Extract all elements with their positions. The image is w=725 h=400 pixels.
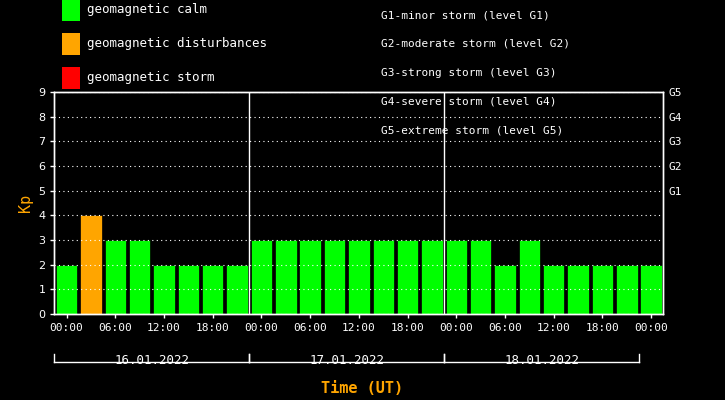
Bar <box>178 265 199 314</box>
Bar <box>324 240 345 314</box>
Bar <box>592 265 613 314</box>
Text: G5-extreme storm (level G5): G5-extreme storm (level G5) <box>381 125 563 135</box>
Bar <box>518 240 540 314</box>
Bar <box>104 240 126 314</box>
Bar <box>275 240 297 314</box>
Bar <box>446 240 467 314</box>
Bar <box>226 265 248 314</box>
Text: geomagnetic storm: geomagnetic storm <box>87 72 215 84</box>
Bar <box>251 240 272 314</box>
Bar <box>348 240 370 314</box>
Bar <box>640 265 662 314</box>
Bar <box>543 265 565 314</box>
Bar <box>202 265 223 314</box>
Bar <box>129 240 150 314</box>
Text: G4-severe storm (level G4): G4-severe storm (level G4) <box>381 96 556 106</box>
Bar <box>153 265 175 314</box>
Text: 16.01.2022: 16.01.2022 <box>115 354 189 367</box>
Text: geomagnetic calm: geomagnetic calm <box>87 4 207 16</box>
Bar <box>397 240 418 314</box>
Text: G3-strong storm (level G3): G3-strong storm (level G3) <box>381 68 556 78</box>
Y-axis label: Kp: Kp <box>17 194 33 212</box>
Bar <box>56 265 78 314</box>
Text: Time (UT): Time (UT) <box>321 381 404 396</box>
Text: G2-moderate storm (level G2): G2-moderate storm (level G2) <box>381 39 570 49</box>
Bar <box>568 265 589 314</box>
Text: 18.01.2022: 18.01.2022 <box>504 354 579 367</box>
Bar <box>299 240 321 314</box>
Bar <box>421 240 443 314</box>
Bar <box>373 240 394 314</box>
Text: 17.01.2022: 17.01.2022 <box>309 354 384 367</box>
Text: geomagnetic disturbances: geomagnetic disturbances <box>87 38 267 50</box>
Bar <box>470 240 492 314</box>
Bar <box>616 265 637 314</box>
Text: G1-minor storm (level G1): G1-minor storm (level G1) <box>381 10 550 20</box>
Bar <box>494 265 515 314</box>
Bar <box>80 215 102 314</box>
